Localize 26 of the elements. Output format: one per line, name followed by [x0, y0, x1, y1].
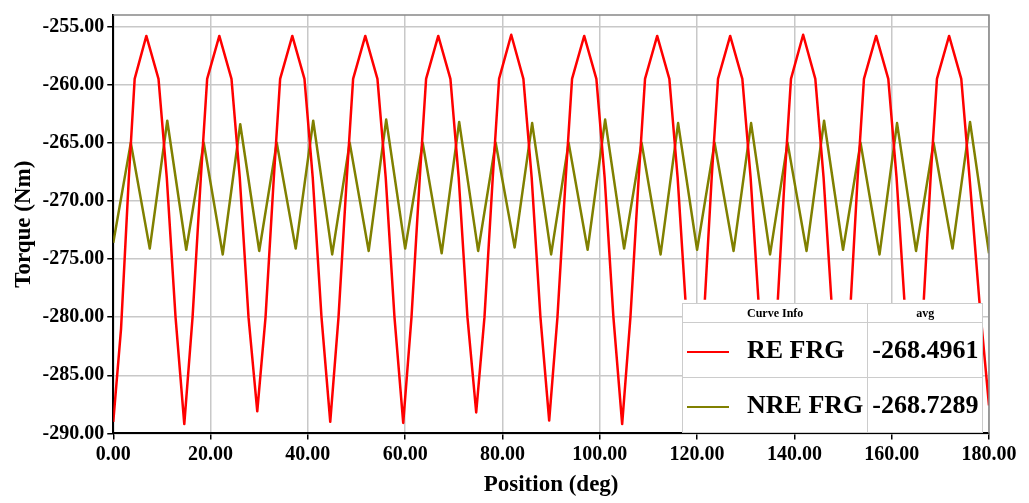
y-tick-label: -275.00: [42, 246, 105, 269]
y-tick-label: -260.00: [42, 71, 105, 94]
legend-label: RE FRG: [682, 322, 868, 378]
x-tick-label: 20.00: [188, 441, 234, 464]
x-tick-label: 100.00: [572, 441, 628, 464]
x-tick-label: 180.00: [961, 441, 1017, 464]
y-tick-label: -265.00: [42, 130, 105, 153]
y-axis-title: Torque (Nm): [9, 160, 35, 288]
x-tick-label: 140.00: [766, 441, 822, 464]
x-tick-label: 160.00: [864, 441, 920, 464]
annotation: avg: [867, 303, 983, 323]
legend-label: NRE FRG: [682, 377, 868, 433]
x-tick-label: 80.00: [479, 441, 525, 464]
y-tick-label: -270.00: [42, 188, 105, 211]
y-tick-label: -280.00: [42, 304, 105, 327]
x-tick-label: 40.00: [285, 441, 331, 464]
y-tick-label: -285.00: [42, 362, 105, 385]
x-tick-label: 60.00: [382, 441, 428, 464]
annotation: -268.4961: [867, 322, 983, 378]
x-tick-label: 0.00: [95, 441, 131, 464]
annotation: -268.7289: [867, 377, 983, 433]
y-tick-label: -255.00: [42, 13, 105, 36]
legend-title: Curve Info: [682, 303, 868, 323]
x-axis-title: Position (deg): [483, 471, 619, 497]
x-tick-label: 120.00: [669, 441, 725, 464]
y-tick-label: -290.00: [42, 420, 105, 443]
